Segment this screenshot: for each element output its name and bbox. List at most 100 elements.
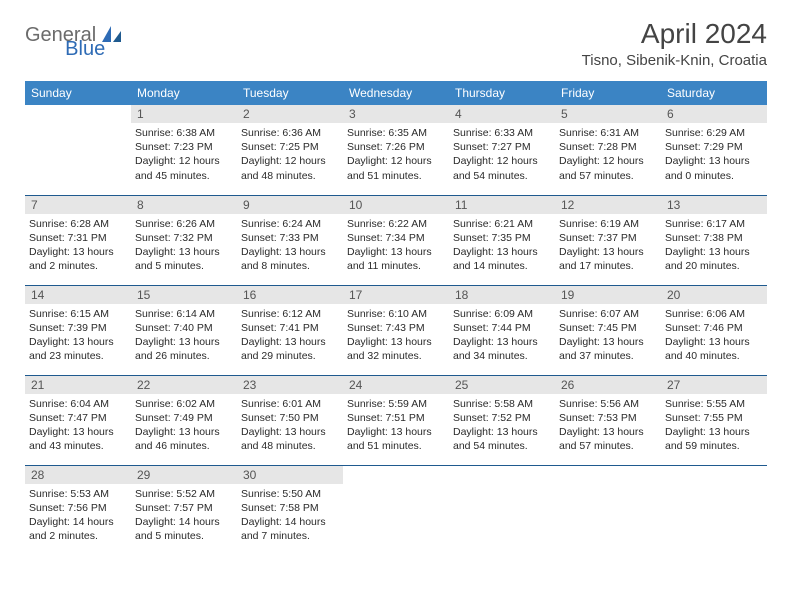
day-number: 17 — [343, 286, 449, 304]
calendar-week-row: 7Sunrise: 6:28 AMSunset: 7:31 PMDaylight… — [25, 195, 767, 285]
calendar-cell: 6Sunrise: 6:29 AMSunset: 7:29 PMDaylight… — [661, 105, 767, 195]
weekday-header: Friday — [555, 81, 661, 105]
day-number: 6 — [661, 105, 767, 123]
day-number: 1 — [131, 105, 237, 123]
calendar-cell: 7Sunrise: 6:28 AMSunset: 7:31 PMDaylight… — [25, 195, 131, 285]
calendar-cell: 19Sunrise: 6:07 AMSunset: 7:45 PMDayligh… — [555, 285, 661, 375]
day-detail: Sunrise: 6:10 AMSunset: 7:43 PMDaylight:… — [343, 304, 449, 370]
calendar-week-row: 1Sunrise: 6:38 AMSunset: 7:23 PMDaylight… — [25, 105, 767, 195]
day-number: 20 — [661, 286, 767, 304]
day-detail: Sunrise: 6:33 AMSunset: 7:27 PMDaylight:… — [449, 123, 555, 189]
day-number: 23 — [237, 376, 343, 394]
day-number: 16 — [237, 286, 343, 304]
calendar-week-row: 21Sunrise: 6:04 AMSunset: 7:47 PMDayligh… — [25, 375, 767, 465]
weekday-header: Wednesday — [343, 81, 449, 105]
day-detail: Sunrise: 6:26 AMSunset: 7:32 PMDaylight:… — [131, 214, 237, 280]
day-number: 15 — [131, 286, 237, 304]
day-number: 14 — [25, 286, 131, 304]
calendar-cell: 22Sunrise: 6:02 AMSunset: 7:49 PMDayligh… — [131, 375, 237, 465]
calendar-cell: 25Sunrise: 5:58 AMSunset: 7:52 PMDayligh… — [449, 375, 555, 465]
day-number: 3 — [343, 105, 449, 123]
calendar-week-row: 28Sunrise: 5:53 AMSunset: 7:56 PMDayligh… — [25, 465, 767, 555]
day-number: 13 — [661, 196, 767, 214]
day-number: 8 — [131, 196, 237, 214]
calendar-cell: 12Sunrise: 6:19 AMSunset: 7:37 PMDayligh… — [555, 195, 661, 285]
day-detail: Sunrise: 6:21 AMSunset: 7:35 PMDaylight:… — [449, 214, 555, 280]
day-number: 28 — [25, 466, 131, 484]
title-block: April 2024 Tisno, Sibenik-Knin, Croatia — [582, 18, 767, 69]
calendar-cell: 27Sunrise: 5:55 AMSunset: 7:55 PMDayligh… — [661, 375, 767, 465]
day-number: 29 — [131, 466, 237, 484]
day-detail: Sunrise: 6:07 AMSunset: 7:45 PMDaylight:… — [555, 304, 661, 370]
calendar-cell: 28Sunrise: 5:53 AMSunset: 7:56 PMDayligh… — [25, 465, 131, 555]
day-detail: Sunrise: 6:02 AMSunset: 7:49 PMDaylight:… — [131, 394, 237, 460]
day-detail: Sunrise: 6:14 AMSunset: 7:40 PMDaylight:… — [131, 304, 237, 370]
day-detail: Sunrise: 6:35 AMSunset: 7:26 PMDaylight:… — [343, 123, 449, 189]
day-detail: Sunrise: 6:24 AMSunset: 7:33 PMDaylight:… — [237, 214, 343, 280]
day-detail: Sunrise: 5:58 AMSunset: 7:52 PMDaylight:… — [449, 394, 555, 460]
weekday-header: Tuesday — [237, 81, 343, 105]
calendar-cell: 24Sunrise: 5:59 AMSunset: 7:51 PMDayligh… — [343, 375, 449, 465]
day-detail: Sunrise: 5:52 AMSunset: 7:57 PMDaylight:… — [131, 484, 237, 550]
header: General Blue April 2024 Tisno, Sibenik-K… — [25, 18, 767, 69]
calendar-cell: 2Sunrise: 6:36 AMSunset: 7:25 PMDaylight… — [237, 105, 343, 195]
day-number: 7 — [25, 196, 131, 214]
calendar-cell: 17Sunrise: 6:10 AMSunset: 7:43 PMDayligh… — [343, 285, 449, 375]
calendar-cell: 26Sunrise: 5:56 AMSunset: 7:53 PMDayligh… — [555, 375, 661, 465]
day-number: 30 — [237, 466, 343, 484]
day-detail: Sunrise: 6:29 AMSunset: 7:29 PMDaylight:… — [661, 123, 767, 189]
calendar-cell: 16Sunrise: 6:12 AMSunset: 7:41 PMDayligh… — [237, 285, 343, 375]
weekday-header: Sunday — [25, 81, 131, 105]
calendar-cell: 23Sunrise: 6:01 AMSunset: 7:50 PMDayligh… — [237, 375, 343, 465]
day-number: 9 — [237, 196, 343, 214]
day-detail: Sunrise: 5:50 AMSunset: 7:58 PMDaylight:… — [237, 484, 343, 550]
day-detail: Sunrise: 6:04 AMSunset: 7:47 PMDaylight:… — [25, 394, 131, 460]
day-number: 10 — [343, 196, 449, 214]
location-text: Tisno, Sibenik-Knin, Croatia — [582, 52, 767, 69]
calendar-cell — [25, 105, 131, 195]
day-detail: Sunrise: 6:01 AMSunset: 7:50 PMDaylight:… — [237, 394, 343, 460]
day-detail: Sunrise: 5:55 AMSunset: 7:55 PMDaylight:… — [661, 394, 767, 460]
weekday-header: Monday — [131, 81, 237, 105]
day-number: 22 — [131, 376, 237, 394]
calendar-cell: 21Sunrise: 6:04 AMSunset: 7:47 PMDayligh… — [25, 375, 131, 465]
calendar-cell: 29Sunrise: 5:52 AMSunset: 7:57 PMDayligh… — [131, 465, 237, 555]
day-detail: Sunrise: 6:22 AMSunset: 7:34 PMDaylight:… — [343, 214, 449, 280]
calendar-cell — [555, 465, 661, 555]
day-detail: Sunrise: 6:06 AMSunset: 7:46 PMDaylight:… — [661, 304, 767, 370]
day-number: 25 — [449, 376, 555, 394]
day-detail: Sunrise: 6:31 AMSunset: 7:28 PMDaylight:… — [555, 123, 661, 189]
logo-text-blue: Blue — [65, 38, 105, 61]
day-number: 4 — [449, 105, 555, 123]
day-detail: Sunrise: 6:09 AMSunset: 7:44 PMDaylight:… — [449, 304, 555, 370]
day-detail: Sunrise: 6:28 AMSunset: 7:31 PMDaylight:… — [25, 214, 131, 280]
calendar-cell — [449, 465, 555, 555]
calendar-cell: 1Sunrise: 6:38 AMSunset: 7:23 PMDaylight… — [131, 105, 237, 195]
day-detail: Sunrise: 6:15 AMSunset: 7:39 PMDaylight:… — [25, 304, 131, 370]
calendar-cell — [343, 465, 449, 555]
day-number: 18 — [449, 286, 555, 304]
calendar-cell: 9Sunrise: 6:24 AMSunset: 7:33 PMDaylight… — [237, 195, 343, 285]
day-number: 11 — [449, 196, 555, 214]
day-detail: Sunrise: 6:12 AMSunset: 7:41 PMDaylight:… — [237, 304, 343, 370]
day-number: 5 — [555, 105, 661, 123]
day-detail: Sunrise: 6:19 AMSunset: 7:37 PMDaylight:… — [555, 214, 661, 280]
day-detail: Sunrise: 6:36 AMSunset: 7:25 PMDaylight:… — [237, 123, 343, 189]
calendar-cell: 3Sunrise: 6:35 AMSunset: 7:26 PMDaylight… — [343, 105, 449, 195]
day-detail: Sunrise: 6:38 AMSunset: 7:23 PMDaylight:… — [131, 123, 237, 189]
calendar-cell: 20Sunrise: 6:06 AMSunset: 7:46 PMDayligh… — [661, 285, 767, 375]
day-number: 26 — [555, 376, 661, 394]
calendar-cell: 13Sunrise: 6:17 AMSunset: 7:38 PMDayligh… — [661, 195, 767, 285]
day-detail: Sunrise: 5:56 AMSunset: 7:53 PMDaylight:… — [555, 394, 661, 460]
calendar-week-row: 14Sunrise: 6:15 AMSunset: 7:39 PMDayligh… — [25, 285, 767, 375]
month-title: April 2024 — [582, 18, 767, 50]
day-number: 24 — [343, 376, 449, 394]
calendar-cell: 30Sunrise: 5:50 AMSunset: 7:58 PMDayligh… — [237, 465, 343, 555]
day-number: 2 — [237, 105, 343, 123]
day-detail: Sunrise: 6:17 AMSunset: 7:38 PMDaylight:… — [661, 214, 767, 280]
weekday-header: Thursday — [449, 81, 555, 105]
calendar-cell: 14Sunrise: 6:15 AMSunset: 7:39 PMDayligh… — [25, 285, 131, 375]
calendar-cell: 18Sunrise: 6:09 AMSunset: 7:44 PMDayligh… — [449, 285, 555, 375]
weekday-header-row: SundayMondayTuesdayWednesdayThursdayFrid… — [25, 81, 767, 105]
weekday-header: Saturday — [661, 81, 767, 105]
